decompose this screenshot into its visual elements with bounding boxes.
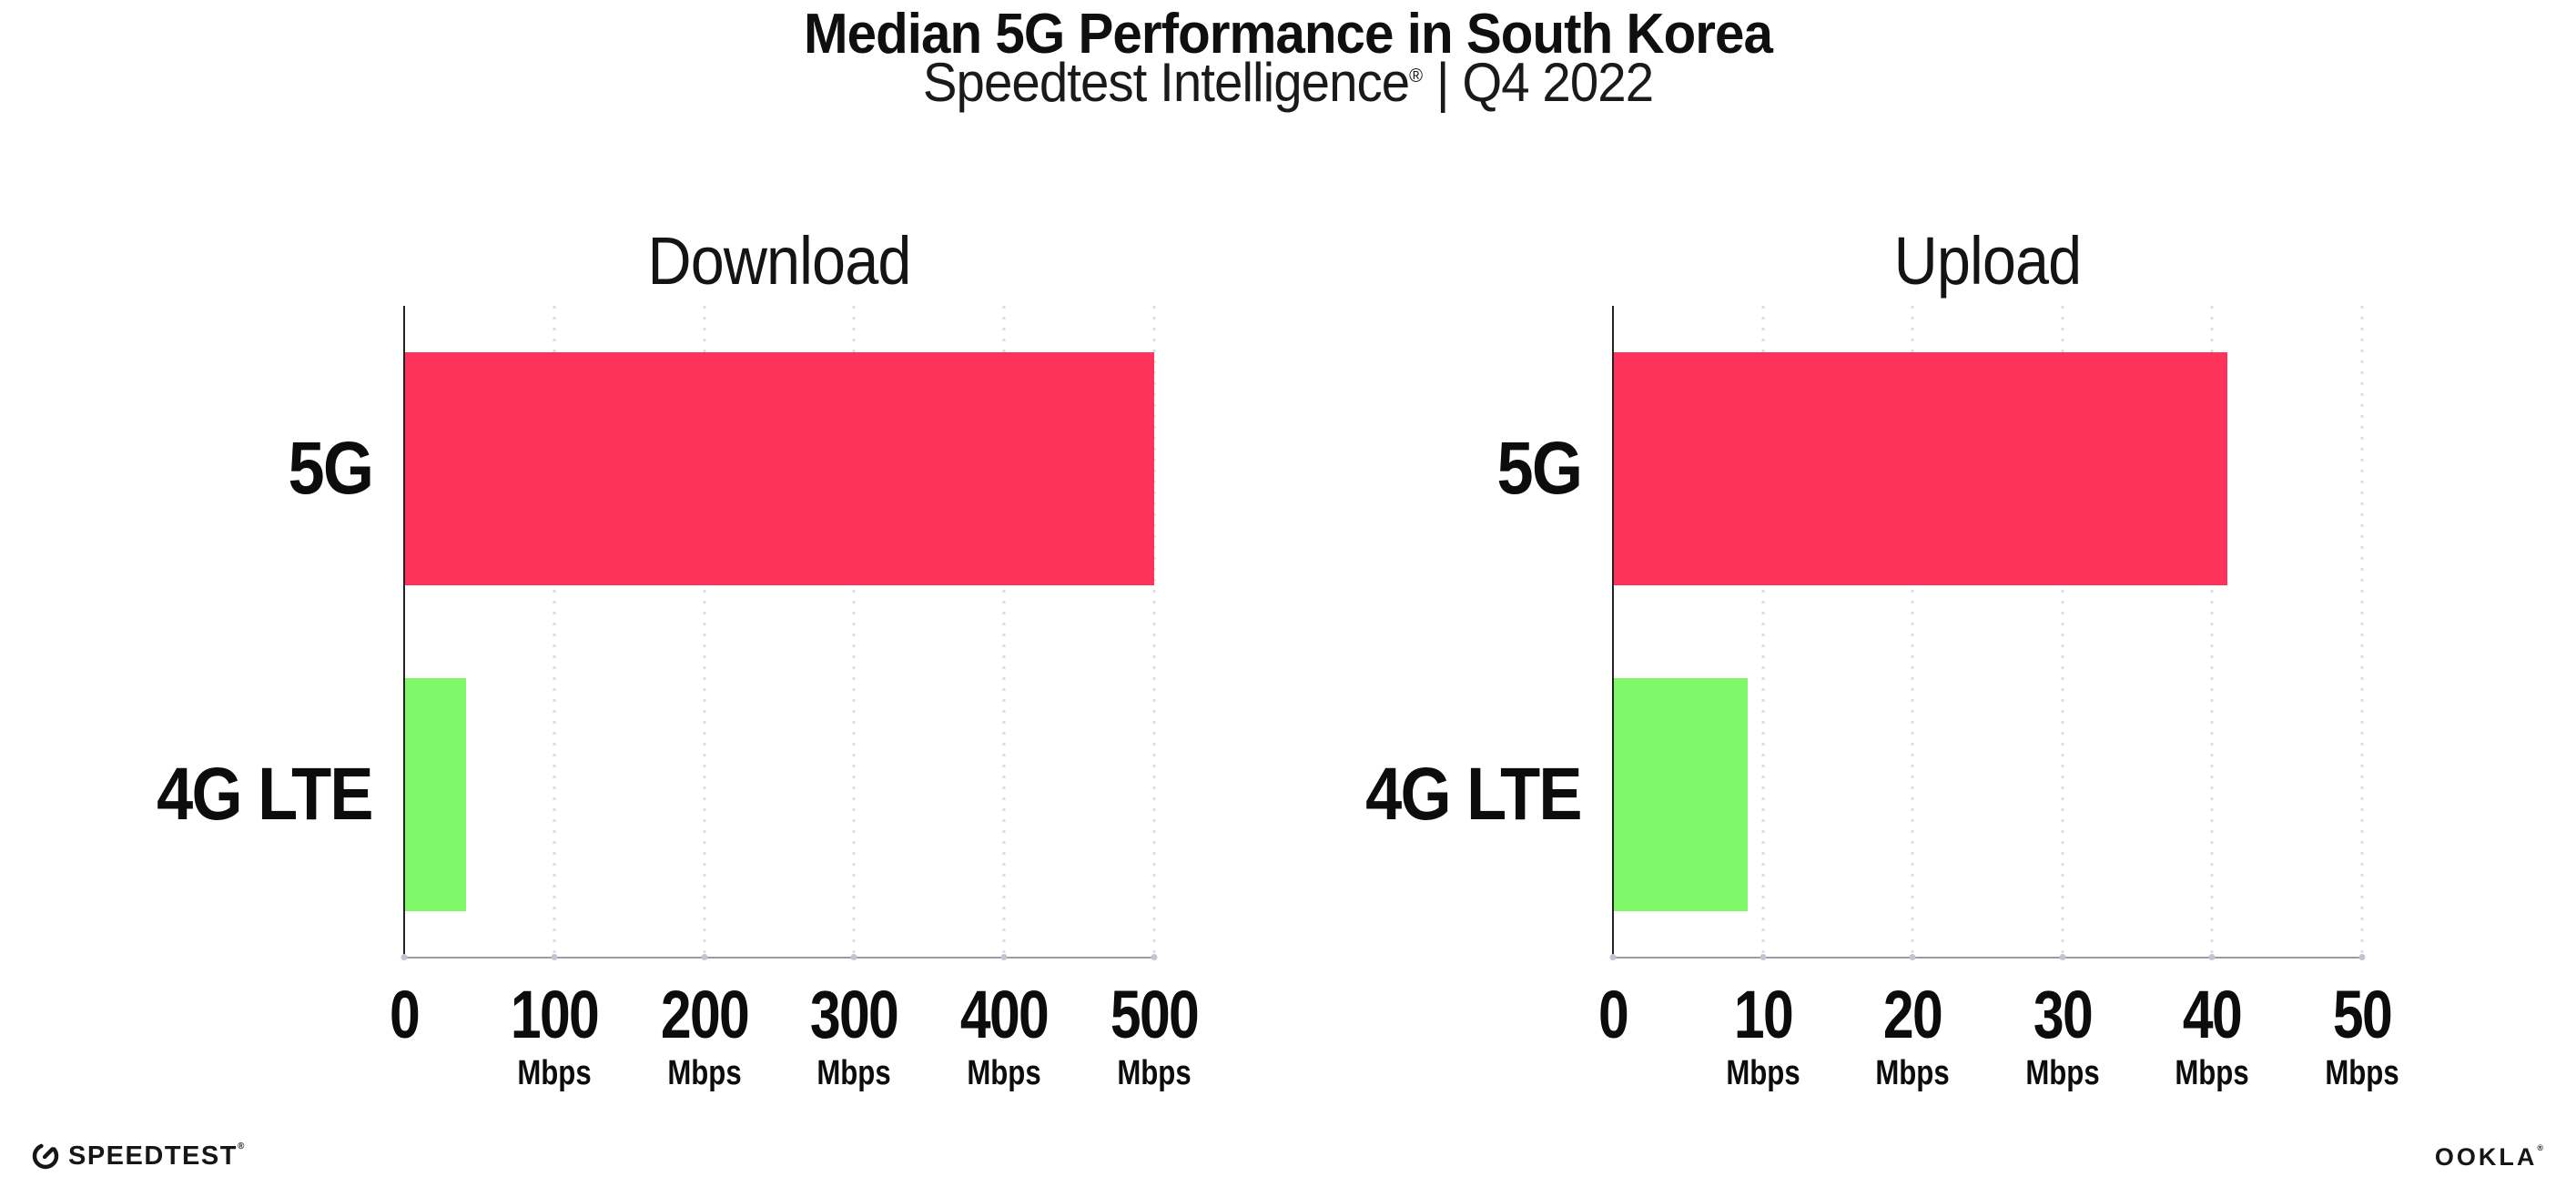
tick-mark [1151, 954, 1158, 960]
x-tick: 200 Mbps [660, 977, 749, 1092]
tick-value: 200 [660, 977, 749, 1052]
tick-value: 100 [510, 977, 600, 1052]
tick-unit: Mbps [666, 1054, 742, 1092]
tick-unit: Mbps [1875, 1054, 1950, 1092]
tick-mark [1760, 954, 1767, 960]
x-tick: 30 Mbps [2025, 977, 2100, 1092]
gridline [2061, 306, 2064, 958]
category-label-5g: 5G [288, 427, 374, 510]
bar-5g-upload [1613, 352, 2227, 585]
ookla-registered-mark: ® [2537, 1143, 2543, 1152]
tick-unit: Mbps [2175, 1054, 2250, 1092]
x-tick: 20 Mbps [1875, 977, 1950, 1092]
x-tick: 40 Mbps [2175, 977, 2250, 1092]
registered-mark: ® [1409, 64, 1424, 86]
x-axis-line [1612, 957, 2363, 959]
bar-4g-lte-download [404, 678, 466, 911]
tick-mark [701, 954, 708, 960]
tick-value: 20 [1883, 977, 1943, 1052]
x-tick: 0 [389, 977, 421, 1056]
bar-row-5g: 5G [1496, 306, 2362, 632]
chart-subtitle: Speedtest Intelligence® | Q4 2022 [77, 51, 2499, 114]
tick-value: 500 [1110, 977, 1200, 1052]
y-axis-line [1612, 306, 1614, 958]
gridline [2210, 306, 2214, 958]
speedtest-registered-mark: ® [237, 1141, 246, 1151]
tick-unit: Mbps [1725, 1054, 1800, 1092]
ookla-text: OOKLA [2434, 1143, 2538, 1171]
upload-chart-heading: Upload [1893, 223, 2083, 299]
gridline [1152, 306, 1156, 958]
tick-unit: Mbps [816, 1054, 892, 1092]
chart-title: Median 5G Performance in South Korea [803, 3, 1773, 66]
download-plot: Download 5G 4G LTE 0 100 M [157, 223, 1200, 1090]
x-tick: 100 Mbps [510, 977, 600, 1092]
gridline [703, 306, 706, 958]
tick-mark [850, 954, 857, 960]
tick-unit: Mbps [967, 1054, 1041, 1092]
x-tick: 50 Mbps [2325, 977, 2399, 1092]
tick-value: 400 [960, 977, 1050, 1052]
tick-mark [2358, 954, 2366, 960]
bar-row-4g-lte: 4G LTE [1365, 632, 2362, 958]
tick-mark [2059, 954, 2066, 960]
tick-value: 30 [2033, 977, 2094, 1052]
x-tick: 300 Mbps [810, 977, 899, 1092]
tick-unit: Mbps [2325, 1054, 2399, 1092]
category-label-4g-lte: 4G LTE [157, 753, 373, 836]
gridline [1761, 306, 1765, 958]
gridline [852, 306, 856, 958]
subtitle-brand: Speedtest Intelligence [922, 52, 1410, 113]
bar-4g-lte-upload [1613, 678, 1749, 911]
upload-plot: Upload 5G 4G LTE 0 10 Mbps [1365, 223, 2399, 1090]
gridline [2360, 306, 2364, 958]
tick-value: 10 [1733, 977, 1793, 1052]
tick-mark [1000, 954, 1008, 960]
download-chart-heading: Download [647, 223, 911, 299]
subtitle-separator: | [1423, 52, 1463, 113]
tick-unit: Mbps [1117, 1054, 1192, 1092]
tick-mark [1609, 954, 1617, 960]
tick-value: 50 [2332, 977, 2393, 1052]
tick-value: 0 [1597, 977, 1629, 1052]
x-tick: 10 Mbps [1725, 977, 1800, 1092]
tick-mark [551, 954, 558, 960]
tick-mark [1909, 954, 1916, 960]
tick-value: 40 [2183, 977, 2243, 1052]
tick-mark [401, 954, 408, 960]
speedtest-logo: SPEEDTEST® [31, 1140, 246, 1172]
tick-value: 300 [810, 977, 899, 1052]
tick-unit: Mbps [517, 1054, 592, 1092]
gridline [1002, 306, 1006, 958]
x-axis-line [403, 957, 1155, 959]
x-tick: 500 Mbps [1110, 977, 1200, 1092]
x-tick: 0 [1597, 977, 1629, 1056]
gridline [1911, 306, 1914, 958]
category-label-4g-lte: 4G LTE [1365, 753, 1582, 836]
gridline [553, 306, 556, 958]
y-axis-line [403, 306, 405, 958]
speedtest-text: SPEEDTEST [68, 1141, 238, 1171]
tick-mark [2208, 954, 2216, 960]
ookla-logo: OOKLA® [2435, 1143, 2543, 1172]
bar-row-4g-lte: 4G LTE [157, 632, 1154, 958]
tick-value: 0 [389, 977, 421, 1052]
subtitle-period: Q4 2022 [1462, 52, 1654, 113]
x-tick: 400 Mbps [960, 977, 1050, 1092]
speedtest-gauge-icon [32, 1142, 59, 1170]
speedtest-wordmark: SPEEDTEST® [68, 1141, 246, 1172]
bar-row-5g: 5G [288, 306, 1154, 632]
category-label-5g: 5G [1496, 427, 1583, 510]
bar-5g-download [404, 352, 1154, 585]
tick-unit: Mbps [2025, 1054, 2100, 1092]
